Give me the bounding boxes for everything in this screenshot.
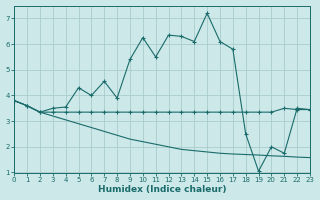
- X-axis label: Humidex (Indice chaleur): Humidex (Indice chaleur): [98, 185, 226, 194]
